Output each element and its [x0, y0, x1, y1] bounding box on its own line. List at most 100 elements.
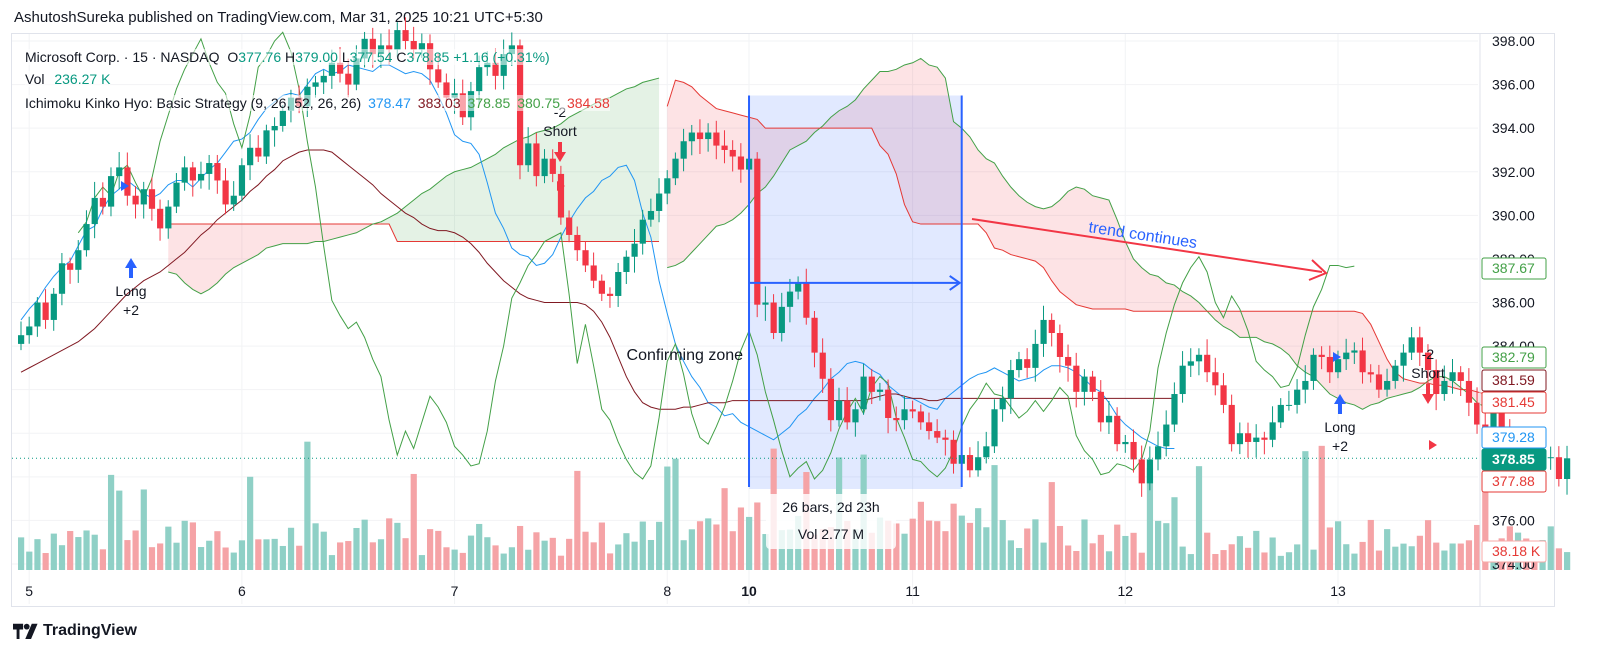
- candle[interactable]: [1195, 348, 1203, 376]
- candle[interactable]: [107, 167, 115, 217]
- candle[interactable]: [1146, 446, 1154, 491]
- candle[interactable]: [795, 276, 802, 300]
- candle[interactable]: [214, 154, 221, 194]
- candle[interactable]: [1179, 351, 1186, 403]
- candle[interactable]: [680, 128, 687, 172]
- candle[interactable]: [860, 363, 867, 415]
- candle[interactable]: [754, 152, 761, 318]
- candle[interactable]: [1424, 344, 1432, 387]
- candle[interactable]: [1474, 387, 1481, 434]
- candle[interactable]: [1449, 359, 1456, 394]
- candle[interactable]: [1392, 359, 1399, 389]
- candle[interactable]: [83, 210, 90, 257]
- candle[interactable]: [1204, 339, 1211, 383]
- candle[interactable]: [876, 382, 884, 401]
- legend-ichimoku[interactable]: Ichimoku Kinko Hyo: Basic Strategy (9, 2…: [25, 95, 610, 111]
- candle[interactable]: [1138, 445, 1145, 497]
- candle[interactable]: [1457, 366, 1464, 397]
- candle[interactable]: [42, 289, 49, 329]
- candle[interactable]: [1564, 445, 1571, 495]
- candle[interactable]: [664, 170, 671, 205]
- candle[interactable]: [173, 173, 180, 214]
- candle[interactable]: [1302, 365, 1309, 404]
- legend-volume[interactable]: Vol 236.27 K: [25, 71, 111, 87]
- candle[interactable]: [852, 402, 859, 437]
- candle[interactable]: [1081, 369, 1088, 406]
- candle[interactable]: [1105, 400, 1113, 435]
- candle[interactable]: [1187, 348, 1194, 377]
- candle[interactable]: [639, 209, 646, 255]
- candle[interactable]: [836, 387, 843, 427]
- candle[interactable]: [925, 412, 933, 440]
- candle[interactable]: [574, 226, 581, 261]
- signal-long[interactable]: Long +2: [1324, 394, 1356, 454]
- candle[interactable]: [598, 274, 605, 301]
- candle[interactable]: [557, 165, 565, 225]
- candle[interactable]: [75, 240, 82, 283]
- candle[interactable]: [1384, 368, 1391, 397]
- candle[interactable]: [893, 406, 900, 432]
- candle[interactable]: [582, 241, 589, 273]
- candle[interactable]: [737, 143, 745, 183]
- candle[interactable]: [983, 431, 990, 464]
- signal-long[interactable]: Long +2: [115, 258, 147, 318]
- candle[interactable]: [1261, 431, 1268, 455]
- footer-brand[interactable]: TradingView: [13, 622, 137, 640]
- candle[interactable]: [999, 386, 1006, 422]
- candle[interactable]: [1285, 390, 1293, 411]
- candle[interactable]: [1114, 407, 1121, 452]
- candle[interactable]: [917, 404, 924, 430]
- candle[interactable]: [786, 278, 794, 323]
- candle[interactable]: [590, 252, 597, 289]
- candle[interactable]: [549, 149, 556, 183]
- candle[interactable]: [991, 399, 998, 454]
- candle[interactable]: [1212, 357, 1219, 396]
- candle[interactable]: [116, 152, 123, 190]
- legend-ohlc[interactable]: Microsoft Corp. · 15 · NASDAQ O377.76 H3…: [25, 49, 550, 65]
- candle[interactable]: [1351, 342, 1358, 364]
- candle[interactable]: [18, 321, 25, 351]
- candle[interactable]: [1155, 431, 1162, 471]
- candle[interactable]: [1441, 365, 1448, 401]
- candle[interactable]: [230, 181, 237, 211]
- candle[interactable]: [1547, 446, 1554, 470]
- candle[interactable]: [1097, 380, 1104, 432]
- candle[interactable]: [1555, 446, 1563, 487]
- candle[interactable]: [1359, 337, 1366, 384]
- candle[interactable]: [696, 119, 704, 155]
- candle[interactable]: [778, 292, 785, 342]
- candle[interactable]: [615, 262, 622, 307]
- candle[interactable]: [1433, 359, 1440, 411]
- candle[interactable]: [402, 17, 409, 50]
- candle[interactable]: [132, 186, 139, 219]
- candle[interactable]: [34, 297, 41, 337]
- candle[interactable]: [271, 117, 278, 147]
- candle[interactable]: [345, 58, 352, 98]
- candle[interactable]: [1310, 348, 1317, 390]
- candle[interactable]: [140, 181, 147, 219]
- candle[interactable]: [263, 124, 270, 164]
- candle[interactable]: [844, 387, 851, 430]
- candle[interactable]: [157, 199, 164, 241]
- candle[interactable]: [312, 75, 319, 98]
- candle[interactable]: [868, 368, 875, 405]
- candle[interactable]: [966, 447, 974, 478]
- candle[interactable]: [1400, 344, 1407, 382]
- candle[interactable]: [729, 140, 736, 172]
- candle[interactable]: [1375, 364, 1383, 398]
- candle[interactable]: [623, 250, 630, 285]
- candle[interactable]: [26, 316, 33, 344]
- candle[interactable]: [1326, 345, 1333, 383]
- candle[interactable]: [181, 156, 188, 191]
- candle[interactable]: [1269, 406, 1276, 448]
- candle[interactable]: [566, 210, 573, 243]
- candle[interactable]: [247, 134, 254, 181]
- candle[interactable]: [99, 182, 106, 215]
- candle[interactable]: [320, 70, 327, 94]
- candle[interactable]: [909, 400, 916, 419]
- candle[interactable]: [541, 149, 548, 184]
- candle[interactable]: [606, 287, 614, 308]
- candle[interactable]: [901, 395, 908, 430]
- candle[interactable]: [1343, 338, 1350, 370]
- candle[interactable]: [803, 268, 810, 325]
